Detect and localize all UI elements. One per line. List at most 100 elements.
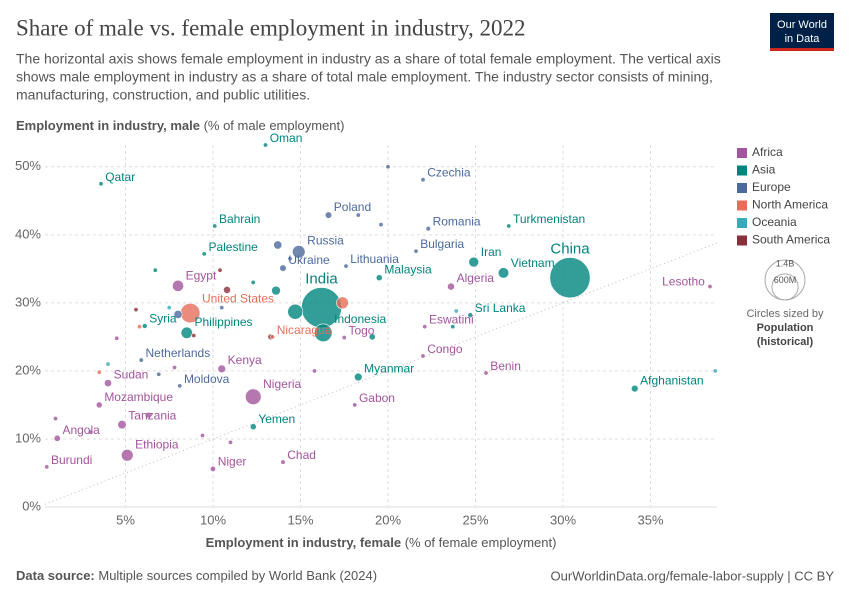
point xyxy=(354,372,363,382)
size-legend-name: Population xyxy=(757,322,814,334)
point xyxy=(52,416,58,422)
point xyxy=(336,296,349,310)
point-label: Turkmenistan xyxy=(513,212,585,226)
point-label: Philippines xyxy=(194,315,252,329)
point xyxy=(314,323,333,342)
point xyxy=(173,309,183,319)
point xyxy=(425,226,431,232)
point-label: Kenya xyxy=(228,353,262,367)
point-label: Tanzania xyxy=(128,409,176,423)
point xyxy=(212,223,218,229)
point xyxy=(166,305,172,311)
point xyxy=(497,267,510,279)
size-legend-label: 1.4B xyxy=(776,258,795,268)
point xyxy=(141,323,148,329)
point xyxy=(121,449,134,462)
point xyxy=(201,251,207,257)
point xyxy=(453,308,459,314)
subtitle: manufacturing, construction, and public … xyxy=(16,87,310,103)
point-label: Myanmar xyxy=(364,361,414,375)
point-label: Sri Lanka xyxy=(475,301,526,315)
point xyxy=(137,324,143,330)
point-label: Mozambique xyxy=(104,390,173,404)
point xyxy=(422,324,428,330)
legend-swatch xyxy=(737,235,747,246)
point-label: Bahrain xyxy=(219,212,260,226)
point xyxy=(223,286,231,294)
legend-swatch xyxy=(737,200,747,211)
point xyxy=(269,334,275,340)
point-label: Syria xyxy=(149,312,177,326)
point-label: India xyxy=(305,270,338,287)
point xyxy=(191,333,197,339)
point-label: United States xyxy=(202,291,274,305)
point xyxy=(287,256,293,262)
y-axis-title: Employment in industry, male (% of male … xyxy=(16,118,344,133)
subtitle: The horizontal axis shows female employm… xyxy=(16,51,721,67)
point xyxy=(245,388,262,405)
x-tick-label: 15% xyxy=(287,512,313,527)
url: OurWorldinData.org/female-labor-supply |… xyxy=(551,568,835,583)
point-label: Congo xyxy=(427,342,463,356)
x-tick-label: 35% xyxy=(637,512,663,527)
source-label: Data source: xyxy=(16,568,95,583)
point xyxy=(352,402,358,408)
point-label: Lesotho xyxy=(662,275,705,289)
source: Data source: Multiple sources compiled b… xyxy=(16,568,377,583)
point xyxy=(98,181,104,187)
point xyxy=(180,326,193,339)
point xyxy=(104,379,112,388)
point-label: Iran xyxy=(481,245,502,259)
point xyxy=(217,364,226,374)
point xyxy=(468,256,480,268)
point-label: Poland xyxy=(334,200,371,214)
point xyxy=(707,284,713,290)
point xyxy=(420,353,426,359)
point xyxy=(138,357,144,363)
point xyxy=(177,383,183,389)
point-label: Nigeria xyxy=(263,377,301,391)
point-label: Palestine xyxy=(208,240,258,254)
point xyxy=(341,335,347,341)
point xyxy=(271,285,281,296)
point xyxy=(262,142,268,148)
point-label: Egypt xyxy=(186,268,217,282)
x-tick-label: 25% xyxy=(462,512,488,527)
legend-label: Europe xyxy=(752,180,791,194)
point xyxy=(450,324,456,330)
point xyxy=(280,459,286,465)
point xyxy=(506,223,512,229)
point xyxy=(172,279,184,292)
point xyxy=(172,365,178,371)
y-axis-title-main: Employment in industry, male xyxy=(16,118,200,133)
point-label: China xyxy=(550,240,590,257)
point xyxy=(209,465,217,472)
point-label: Nicaragua xyxy=(277,323,332,337)
legend-swatch xyxy=(737,218,747,228)
legend-label: Africa xyxy=(752,145,783,159)
point xyxy=(483,370,489,376)
point-label: Niger xyxy=(218,454,247,468)
legend-swatch xyxy=(737,183,747,193)
point xyxy=(96,369,102,375)
size-legend-label: 600M xyxy=(774,275,797,285)
point xyxy=(200,433,206,439)
point xyxy=(385,164,391,170)
point-label: Oman xyxy=(270,131,303,145)
x-axis-title-main: Employment in industry, female xyxy=(206,535,402,550)
point-label: Moldova xyxy=(184,372,230,386)
y-tick-label: 10% xyxy=(15,430,41,445)
point xyxy=(133,307,139,313)
point xyxy=(355,212,361,218)
point xyxy=(378,222,384,228)
point xyxy=(413,248,419,254)
logo-box xyxy=(770,13,834,51)
point xyxy=(631,384,639,393)
point xyxy=(152,267,158,273)
point xyxy=(95,401,103,409)
point xyxy=(375,274,383,282)
point xyxy=(105,361,111,367)
reference-line xyxy=(44,242,718,505)
logo-text: Our World xyxy=(777,19,827,31)
